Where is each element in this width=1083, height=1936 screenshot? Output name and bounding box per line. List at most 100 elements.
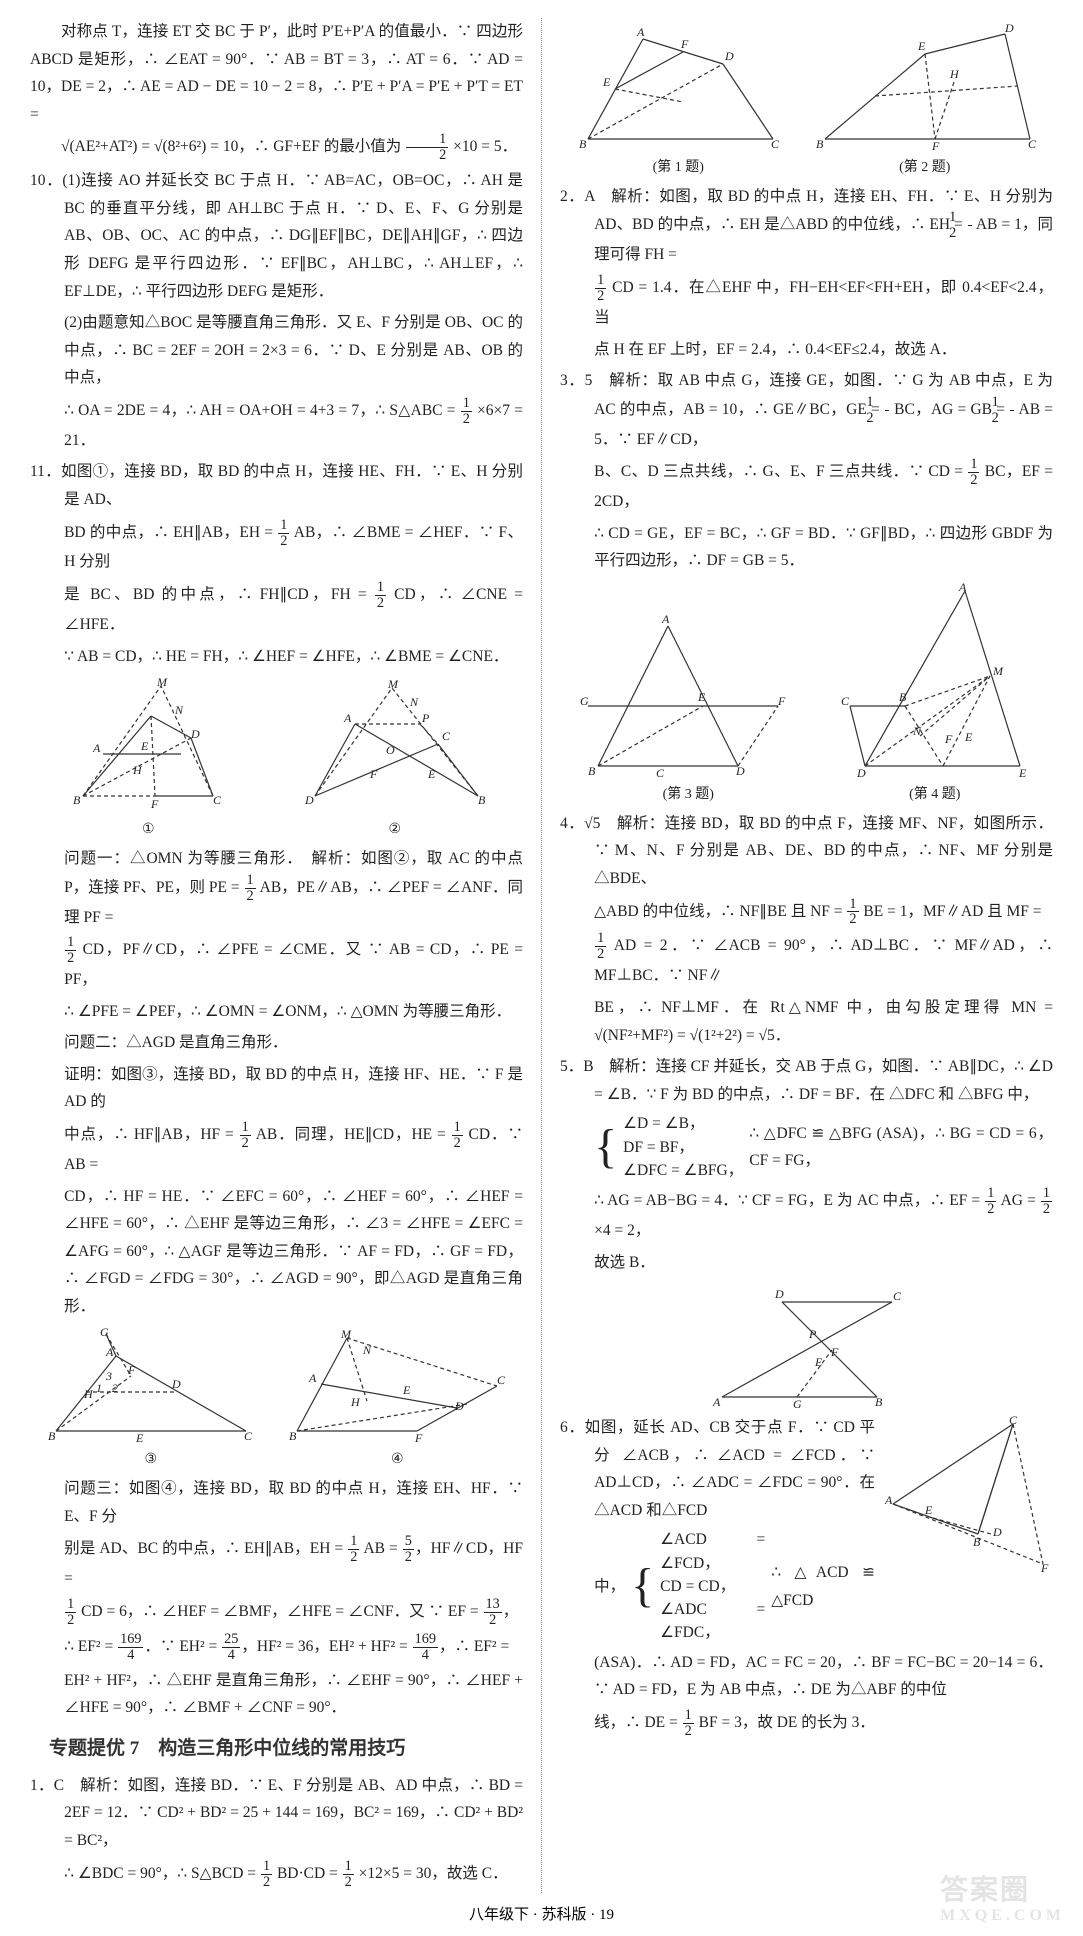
fig-q1: AFD E BC (第 1 题) — [573, 24, 783, 181]
a5b-mid: AG = — [997, 1192, 1040, 1209]
column-divider — [541, 18, 542, 1893]
svg-text:C: C — [1009, 1414, 1018, 1427]
diagram-q1: AFD E BC — [573, 24, 783, 154]
svg-text:E: E — [140, 739, 149, 753]
frac: 12 — [683, 1708, 694, 1739]
svg-text:N: N — [174, 703, 184, 717]
a2-a: 2．A 解析：如图，取 BD 的中点 H，连接 EH、FH．∵ E、H 分别为 … — [560, 183, 1053, 269]
p11-a: 11．如图①，连接 BD，取 BD 的中点 H，连接 HE、FH．∵ E、H 分… — [30, 458, 523, 513]
brace-body: ∠D = ∠B， DF = BF， ∠DFC = ∠BFG， — [623, 1112, 743, 1182]
q3-a: 问题三：如图④，连接 BD，取 BD 的中点 H，连接 EH、HF．∵ E、F … — [30, 1475, 523, 1530]
section-7-title: 专题提优 7 构造三角形中位线的常用技巧 — [30, 1732, 523, 1766]
p9b-prefix: √(AE²+AT²) = √(8²+6²) = 10，∴ GF+EF 的最小值为 — [61, 138, 405, 155]
b1: ∠ACD = ∠FCD， — [660, 1531, 765, 1571]
svg-text:E: E — [964, 730, 973, 744]
frac: 12 — [348, 1534, 359, 1565]
fig-q5: DC PF E AGB — [560, 1282, 1053, 1412]
svg-text:C: C — [893, 1289, 902, 1303]
svg-text:D: D — [774, 1287, 784, 1301]
a1b-suf: ×12×5 = 30，故选 C． — [355, 1865, 508, 1882]
svg-text:E: E — [1018, 766, 1027, 780]
q3-e: EH² + HF²，∴ △EHF 是直角三角形，∴ ∠EHF = 90°，∴ ∠… — [30, 1667, 523, 1722]
q1b-mid: CD，PF∥CD，∴ ∠PFE = ∠CME．又 ∵ AB = CD，∴ PE … — [64, 941, 523, 988]
svg-text:A: A — [636, 25, 645, 39]
a1-b: ∴ ∠BDC = 90°，∴ S△BCD = 12 BD·CD = 12 ×12… — [30, 1859, 523, 1890]
q2c-mid: AB．同理，HE∥CD，HE = — [252, 1126, 451, 1143]
q3-d: ∴ EF² = 1694．∵ EH² = 254，HF² = 36，EH² + … — [30, 1632, 523, 1663]
q3-b: 别是 AD、BC 的中点，∴ EH∥AB，EH = 12 AB = 52，HF∥… — [30, 1534, 523, 1593]
svg-text:A: A — [105, 1345, 114, 1359]
b3: ∠DFC = ∠BFG， — [623, 1162, 743, 1179]
q1-a: 问题一：△OMN 为等腰三角形． 解析：如图②，取 AC 的中点 P，连接 PF… — [30, 845, 523, 931]
q3c-mid: CD = 6，∴ ∠HEF = ∠BMF，∠HFE = ∠CNF．又 ∵ EF … — [77, 1603, 482, 1620]
svg-text:C: C — [1028, 137, 1037, 151]
svg-text:3: 3 — [105, 1369, 112, 1383]
q3b-mid: AB = — [360, 1540, 401, 1557]
svg-text:C: C — [213, 793, 222, 807]
svg-text:D: D — [856, 766, 866, 780]
svg-text:M: M — [992, 664, 1004, 678]
svg-text:M: M — [156, 676, 168, 689]
frac-25-4: 254 — [222, 1632, 240, 1663]
fig-q3-cap: (第 3 题) — [578, 783, 798, 808]
a6-b: (ASA)．∴ AD = FD，AC = FC = 20，∴ BF = FC−B… — [560, 1649, 1053, 1704]
q2-d: CD，∴ HF = HE．∵ ∠EFC = 60°，∴ ∠HEF = 60°，∴… — [30, 1183, 523, 1321]
svg-text:G: G — [580, 694, 589, 708]
b1: ∠D = ∠B， — [623, 1115, 704, 1132]
svg-text:F: F — [127, 1363, 136, 1377]
two-column-layout: 对称点 T，连接 ET 交 BC 于 P′，此时 P′E+P′A 的值最小．∵ … — [30, 18, 1053, 1893]
svg-text:C: C — [442, 729, 451, 743]
q3-c: 12 CD = 6，∴ ∠HEF = ∠BMF，∠HFE = ∠CNF．又 ∵ … — [30, 1597, 523, 1628]
svg-text:E: E — [924, 1503, 933, 1517]
fig-q4-cap: (第 4 题) — [835, 783, 1035, 808]
svg-text:F: F — [830, 1345, 839, 1359]
a6-text: 6．如图，延长 AD、CB 交于点 F．∵ CD 平分 ∠ACB，∴ ∠ACD … — [560, 1414, 875, 1649]
a4c-suf: AD = 2．∵ ∠ACB = 90°，∴ AD⊥BC．∵ MF∥AD，∴ MF… — [594, 937, 1053, 984]
svg-text:P: P — [421, 711, 430, 725]
svg-text:E: E — [602, 75, 611, 89]
svg-text:C: C — [841, 694, 850, 708]
diagram-11-3: GA FH D BEC 312 — [46, 1326, 256, 1446]
svg-text:E: E — [697, 690, 706, 704]
svg-text:M: M — [340, 1327, 352, 1341]
svg-text:N: N — [409, 695, 419, 709]
fig-row-11-12: MN AD EH BFC ① — [30, 676, 523, 843]
a6-lead: 中， — [594, 1573, 625, 1601]
q2c-pre: 中点，∴ HF∥AB，HF = — [64, 1126, 239, 1143]
svg-text:D: D — [190, 727, 200, 741]
frac-1-2: 12 — [406, 132, 448, 163]
fig11-2-cap: ② — [300, 818, 490, 843]
svg-text:B: B — [579, 137, 587, 151]
frac: 12 — [595, 931, 606, 962]
a6-brace: 中， { ∠ACD = ∠FCD， CD = CD， ∠ADC = ∠FDC， … — [560, 1528, 875, 1644]
diagram-q4: AM CB NFE DE — [835, 581, 1035, 781]
b2: CD = CD， — [660, 1578, 735, 1595]
frac: 12 — [65, 935, 76, 966]
a5b-suf: ×4 = 2， — [594, 1222, 650, 1239]
a5-c: 故选 B． — [560, 1249, 1053, 1277]
page-footer: 八年级下 · 苏科版 · 19 — [30, 1903, 1053, 1924]
q3d-m2: ，HF² = 36，EH² + HF² = — [241, 1638, 411, 1655]
a2-c: 点 H 在 EF 上时，EF = 2.4，∴ 0.4<EF≤2.4，故选 A． — [560, 336, 1053, 364]
fig-11-2: MN AP C OFE DB ② — [300, 676, 490, 843]
frac: 12 — [1010, 395, 1014, 426]
q3d-pre: ∴ EF² = — [64, 1638, 117, 1655]
fig11-4-cap: ④ — [287, 1448, 507, 1473]
p11c-pre: 是 BC、BD 的中点，∴ FH∥CD，FH = — [64, 586, 374, 603]
a3-a: 3．5 解析：取 AB 中点 G，连接 GE，如图．∵ G 为 AB 中点，E … — [560, 367, 1053, 453]
left-column: 对称点 T，连接 ET 交 BC 于 P′，此时 P′E+P′A 的值最小．∵ … — [30, 18, 523, 1893]
svg-text:C: C — [497, 1373, 506, 1387]
svg-text:A: A — [308, 1371, 317, 1385]
svg-text:M: M — [387, 677, 399, 691]
diagram-11-2: MN AP C OFE DB — [300, 676, 490, 816]
diagram-q2: ED H BFC — [810, 24, 1040, 154]
frac-169-4b: 1694 — [413, 1632, 438, 1663]
fig-q2-cap: (第 2 题) — [810, 156, 1040, 181]
svg-text:E: E — [917, 39, 926, 53]
q2-b: 证明：如图③，连接 BD，取 BD 的中点 H，连接 HF、HE．∵ F 是 A… — [30, 1061, 523, 1116]
frac: 12 — [240, 1120, 251, 1151]
svg-text:A: A — [712, 1395, 721, 1409]
frac: 12 — [452, 1120, 463, 1151]
svg-text:F: F — [369, 767, 378, 781]
fig-q4: AM CB NFE DE (第 4 题) — [835, 581, 1035, 808]
